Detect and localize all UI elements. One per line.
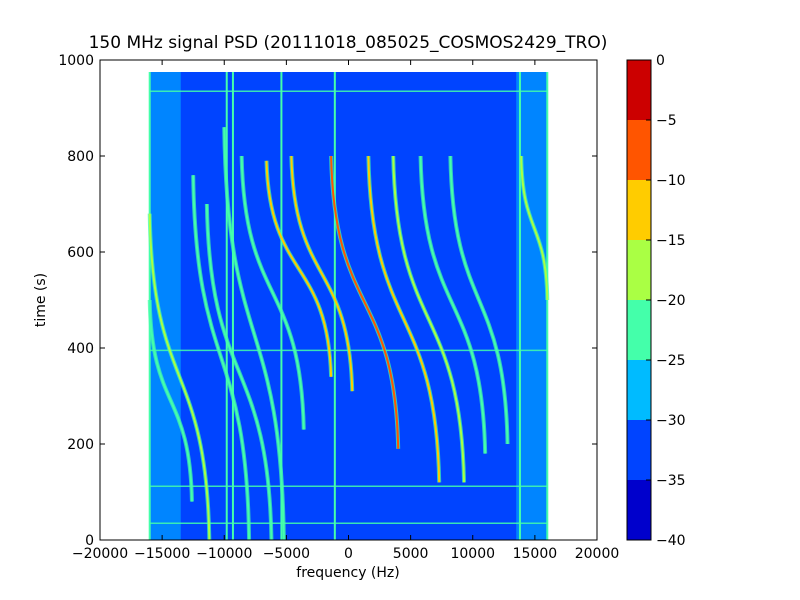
colorbar-tick-label: 0 (656, 53, 665, 69)
colorbar-segment (627, 360, 651, 420)
y-tick-label: 200 (67, 437, 94, 453)
colorbar-segment (627, 420, 651, 480)
x-tick-label: −10000 (196, 546, 252, 562)
psd-trace (449, 155, 509, 445)
psd-trace (367, 155, 441, 483)
y-tick-label: 0 (85, 533, 94, 549)
colorbar-tick-label: −25 (656, 353, 686, 369)
x-tick-label: −20000 (72, 546, 128, 562)
psd-trace (419, 155, 487, 454)
x-tick-label: 20000 (575, 546, 620, 562)
x-tick-label: −5000 (263, 546, 310, 562)
psd-background (149, 72, 548, 540)
chart-title: 150 MHz signal PSD (20111018_085025_COSM… (89, 33, 608, 53)
x-tick-label: 0 (344, 546, 353, 562)
colorbar-segment (627, 300, 651, 360)
x-tick-label: 15000 (513, 546, 558, 562)
psd-trace (148, 299, 193, 502)
colorbar: −40 −35 −30 −25 −20 −15 −10 −5 0 (626, 53, 686, 549)
psd-trace (290, 155, 354, 392)
x-tick-label: 10000 (450, 546, 495, 562)
x-tick-label: −15000 (134, 546, 190, 562)
colorbar-tick-label: −35 (656, 473, 686, 489)
psd-trace (148, 213, 211, 541)
y-tick-label: 400 (67, 341, 94, 357)
colorbar-tick-label: −5 (656, 113, 677, 129)
psd-trace (240, 155, 305, 430)
psd-trace (392, 155, 466, 483)
colorbar-tick-label: −15 (656, 233, 686, 249)
colorbar-tick-label: −10 (656, 173, 686, 189)
colorbar-tick-label: −30 (656, 413, 686, 429)
psd-edge-band-right (516, 72, 548, 540)
psd-trace (330, 155, 400, 449)
y-tick-label: 1000 (58, 53, 94, 69)
psd-trace (223, 127, 285, 541)
psd-trace (265, 160, 333, 377)
psd-trace (520, 155, 549, 301)
y-axis: 0 200 400 600 800 1000 (58, 53, 597, 549)
psd-edge-band-left (149, 72, 181, 540)
y-tick-label: 600 (67, 245, 94, 261)
y-tick-label: 800 (67, 149, 94, 165)
colorbar-tick-label: −40 (656, 533, 686, 549)
heatmap (147, 72, 550, 541)
x-axis-label: frequency (Hz) (296, 565, 399, 581)
plot-area (99, 59, 598, 541)
y-axis-label: time (s) (33, 273, 49, 327)
colorbar-segment (627, 240, 651, 300)
colorbar-tick-label: −20 (656, 293, 686, 309)
psd-trace (192, 175, 251, 541)
colorbar-segment (627, 60, 651, 120)
psd-trace (205, 203, 273, 541)
x-axis: −20000 −15000 −10000 −5000 0 5000 10000 15000 20… (72, 60, 619, 562)
x-tick-label: 5000 (393, 546, 429, 562)
colorbar-segment (627, 180, 651, 240)
colorbar-segment (627, 120, 651, 180)
colorbar-segment (627, 480, 651, 540)
